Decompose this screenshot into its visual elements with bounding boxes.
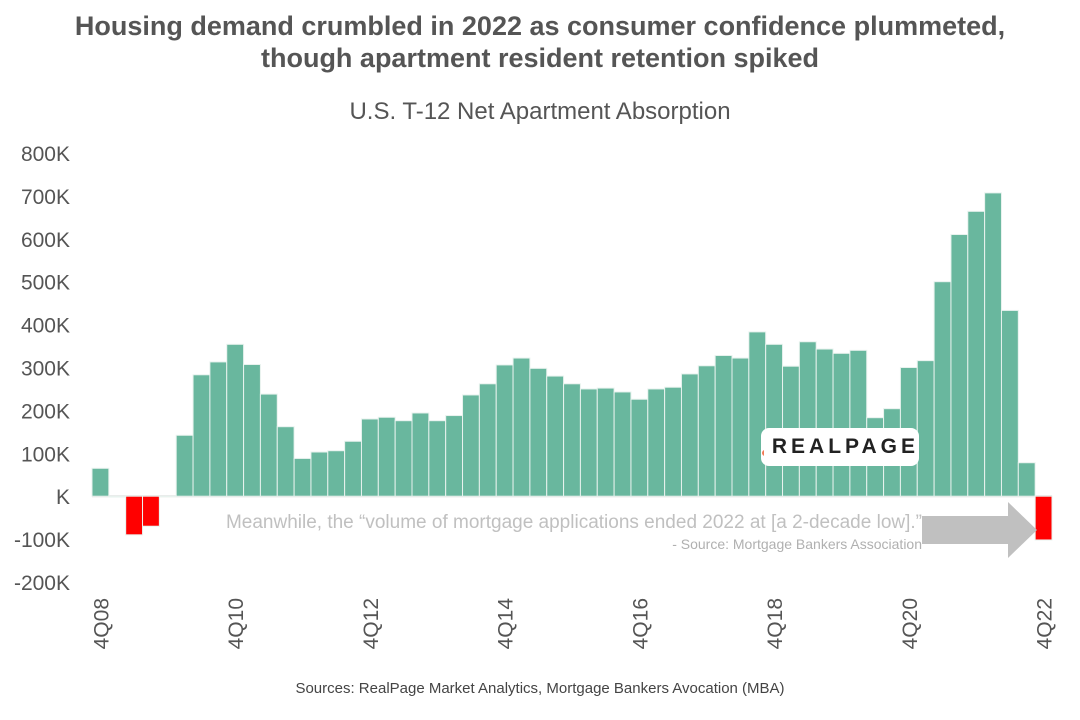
bar-1Q20 (849, 349, 868, 497)
bar-3Q09 (142, 495, 160, 527)
bar-4Q16 (630, 398, 649, 497)
bar-1Q12 (310, 451, 329, 497)
bar-4Q21 (967, 210, 986, 497)
bar-3Q17 (680, 373, 699, 497)
annotation-attribution: - Source: Mortgage Bankers Association (672, 536, 922, 552)
bar-4Q13 (428, 420, 447, 497)
y-tick-label: 400K (21, 315, 70, 338)
bar-3Q11 (276, 426, 295, 497)
bar-1Q13 (377, 416, 396, 497)
bar-2Q13 (394, 420, 413, 497)
y-tick-label: K (56, 486, 70, 509)
bar-1Q14 (445, 415, 464, 497)
bar-1Q10 (175, 434, 194, 497)
bar-3Q21 (950, 234, 969, 497)
bar-4Q17 (697, 365, 716, 497)
bar-4Q09 (158, 495, 177, 498)
bar-2Q09 (125, 495, 144, 536)
bar-1Q11 (243, 363, 261, 497)
logo-dots-icon (762, 450, 764, 456)
x-tick-label: 4Q08 (90, 598, 113, 649)
bar-4Q18 (765, 343, 784, 497)
y-tick-label: 600K (21, 229, 70, 252)
bar-2Q10 (192, 374, 211, 497)
bar-4Q19 (832, 352, 851, 497)
bar-3Q15 (546, 375, 565, 497)
title-line-1: Housing demand crumbled in 2022 as consu… (74, 11, 1006, 41)
bar-1Q16 (579, 388, 598, 497)
y-tick-label: 300K (21, 358, 70, 381)
bar-2Q18 (731, 357, 750, 497)
bar-3Q22 (1017, 462, 1036, 497)
x-tick-label: 4Q22 (1034, 598, 1057, 649)
y-tick-label: 500K (21, 272, 70, 295)
annotation-quote: Meanwhile, the “volume of mortgage appli… (225, 512, 922, 533)
chart-title: Housing demand crumbled in 2022 as consu… (0, 10, 1080, 74)
bar-1Q22 (984, 192, 1002, 497)
bar-3Q10 (209, 361, 228, 497)
bar-2Q17 (664, 386, 682, 497)
bar-4Q08 (91, 467, 110, 497)
arrow-icon (922, 502, 1037, 558)
bar-2Q16 (596, 387, 615, 497)
bar-1Q18 (714, 354, 733, 497)
realpage-logo: REALPAGE (761, 428, 919, 466)
bar-2Q11 (259, 393, 278, 497)
bar-2Q12 (327, 450, 346, 497)
chart-subtitle: U.S. T-12 Net Apartment Absorption (349, 98, 731, 125)
x-tick-label: 4Q14 (495, 598, 518, 650)
bar-2Q14 (462, 394, 480, 497)
bar-4Q14 (495, 364, 514, 497)
bar-2Q19 (798, 341, 817, 497)
x-tick-label: 4Q18 (764, 598, 787, 649)
title-line-2: though apartment resident retention spik… (260, 43, 820, 73)
bar-3Q18 (748, 331, 767, 497)
bar-4Q10 (226, 343, 245, 497)
logo-text: REALPAGE (771, 435, 919, 458)
bar-3Q16 (613, 391, 632, 497)
y-tick-label: -200K (14, 572, 70, 595)
bar-3Q19 (815, 348, 834, 497)
bar-1Q17 (647, 388, 666, 497)
y-tick-label: 800K (21, 143, 70, 166)
bar-1Q21 (916, 360, 935, 497)
x-tick-label: 4Q10 (225, 598, 248, 649)
x-tick-label: 4Q20 (899, 598, 922, 649)
bar-1Q15 (512, 357, 531, 497)
bar-3Q14 (478, 383, 497, 497)
y-tick-label: 200K (21, 400, 70, 423)
bar-3Q12 (344, 440, 362, 497)
sources-footer: Sources: RealPage Market Analytics, Mort… (295, 680, 785, 697)
bar-2Q21 (933, 281, 952, 497)
bar-4Q15 (563, 383, 581, 497)
bar-2Q15 (529, 367, 548, 497)
bar-1Q09 (108, 495, 127, 498)
y-tick-label: 100K (21, 443, 70, 466)
y-tick-label: 700K (21, 186, 70, 209)
y-tick-label: -100K (14, 529, 70, 552)
bar-3Q13 (411, 412, 430, 497)
x-tick-label: 4Q16 (629, 598, 652, 649)
bar-4Q12 (360, 418, 379, 497)
bar-2Q22 (1000, 309, 1019, 497)
x-tick-label: 4Q12 (360, 598, 383, 649)
bar-4Q22 (1034, 495, 1053, 541)
bar-4Q11 (293, 457, 312, 497)
